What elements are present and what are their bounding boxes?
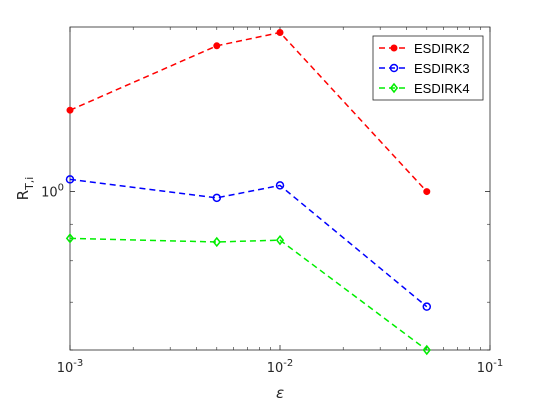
series-layer: [65, 29, 432, 356]
x-tick-label: 10-2: [267, 358, 294, 376]
data-point-esdirk4: [212, 236, 221, 248]
data-point-esdirk3: [275, 181, 285, 190]
data-point-esdirk2: [66, 106, 74, 114]
series-line-esdirk3: [69, 178, 428, 308]
data-point-esdirk4: [422, 344, 431, 356]
legend-marker: [389, 63, 399, 73]
data-point-esdirk2: [423, 188, 431, 196]
x-axis-label: ε: [276, 384, 284, 402]
x-tick-label: 10-3: [57, 358, 84, 376]
data-point-esdirk3: [212, 193, 222, 203]
y-axis-label: RT,i: [14, 177, 36, 201]
series-esdirk4: [65, 233, 431, 356]
legend: ESDIRK2 ESDIRK3 ESDIRK4: [372, 35, 484, 101]
legend-marker: [390, 44, 398, 52]
series-esdirk2: [66, 29, 431, 196]
legend-label: ESDIRK4: [414, 81, 470, 96]
series-line-esdirk2: [69, 31, 428, 193]
legend-label: ESDIRK2: [414, 41, 470, 56]
legend-marker: [389, 82, 399, 94]
series-esdirk3: [65, 175, 432, 311]
x-tick-label: 10-1: [477, 358, 504, 376]
data-point-esdirk4: [65, 233, 75, 244]
y-tick-label: 100: [41, 183, 64, 201]
data-point-esdirk3: [65, 175, 75, 184]
data-point-esdirk2: [213, 42, 221, 50]
series-line-esdirk4: [69, 237, 428, 351]
legend-label: ESDIRK3: [414, 61, 470, 76]
data-point-esdirk2: [276, 29, 284, 37]
data-point-esdirk4: [275, 234, 285, 246]
axes: 10-3 10-2 10-1 100 ε RT,i: [14, 27, 503, 402]
data-point-esdirk3: [422, 302, 432, 311]
